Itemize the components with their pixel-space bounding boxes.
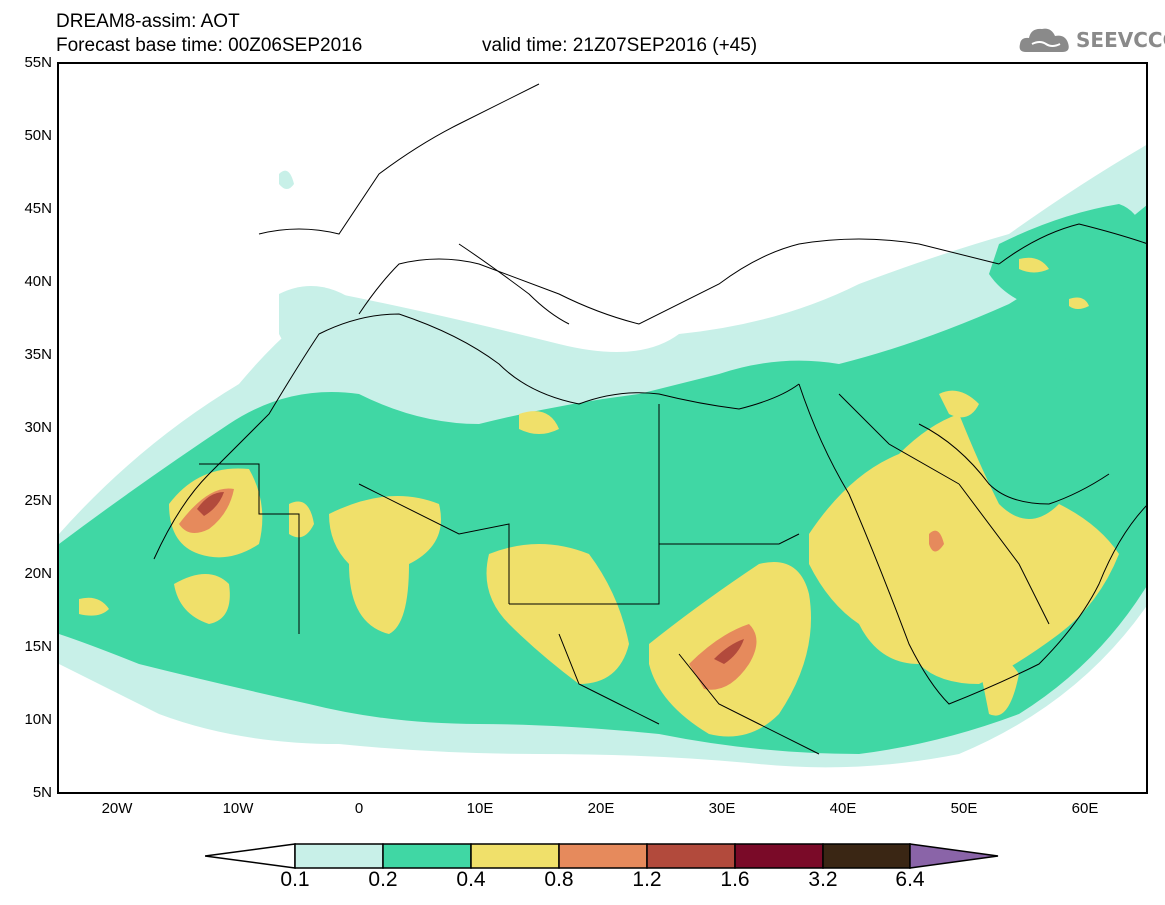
lon-label: 10W — [222, 800, 254, 817]
colorbar-label: 1.2 — [632, 868, 662, 891]
aot-map — [59, 83, 1146, 768]
lat-label: 15N — [24, 638, 52, 655]
lon-label: 20W — [101, 800, 133, 817]
lon-label: 20E — [587, 800, 615, 817]
lat-label: 45N — [24, 200, 52, 217]
lat-label: 10N — [24, 711, 52, 728]
logo-text: SEEVCCC — [1076, 28, 1165, 52]
colorbar — [205, 843, 999, 869]
colorbar-bin — [470, 843, 560, 869]
coastlines — [153, 83, 1146, 755]
lat-label: 50N — [24, 127, 52, 144]
colorbar-label: 0.8 — [544, 868, 574, 891]
aot-layer-0-4 — [79, 257, 1119, 737]
colorbar-label: 1.6 — [720, 868, 750, 891]
colorbar-low-arrow — [205, 843, 296, 869]
colorbar-bin — [734, 843, 824, 869]
map-title: DREAM8-assim: AOT — [56, 11, 240, 32]
lat-label: 20N — [24, 565, 52, 582]
lat-label: 40N — [24, 273, 52, 290]
map-frame — [57, 62, 1148, 794]
colorbar-label: 0.2 — [368, 868, 398, 891]
lon-label: 30E — [708, 800, 736, 817]
colorbar-label: 0.1 — [280, 868, 310, 891]
colorbar-bin — [646, 843, 736, 869]
lon-label: 50E — [950, 800, 978, 817]
lon-label: 10E — [466, 800, 494, 817]
colorbar-bin — [294, 843, 384, 869]
forecast-base-time: Forecast base time: 00Z06SEP2016 — [56, 35, 363, 56]
cloud-icon — [1019, 28, 1069, 52]
colorbar-label: 3.2 — [808, 868, 838, 891]
colorbar-bin — [382, 843, 472, 869]
colorbar-high-arrow — [909, 843, 999, 869]
valid-time: valid time: 21Z07SEP2016 (+45) — [482, 35, 758, 56]
lat-label: 55N — [24, 54, 52, 71]
lon-label: 0 — [354, 800, 364, 817]
aot-layer-1-2 — [197, 492, 744, 664]
lat-label: 30N — [24, 419, 52, 436]
colorbar-label: 0.4 — [456, 868, 486, 891]
lat-label: 5N — [32, 784, 52, 801]
colorbar-label: 6.4 — [895, 868, 925, 891]
colorbar-bin — [558, 843, 648, 869]
lon-label: 40E — [829, 800, 857, 817]
lon-label: 60E — [1071, 800, 1099, 817]
colorbar-bin — [822, 843, 911, 869]
lat-label: 35N — [24, 346, 52, 363]
lat-label: 25N — [24, 492, 52, 509]
